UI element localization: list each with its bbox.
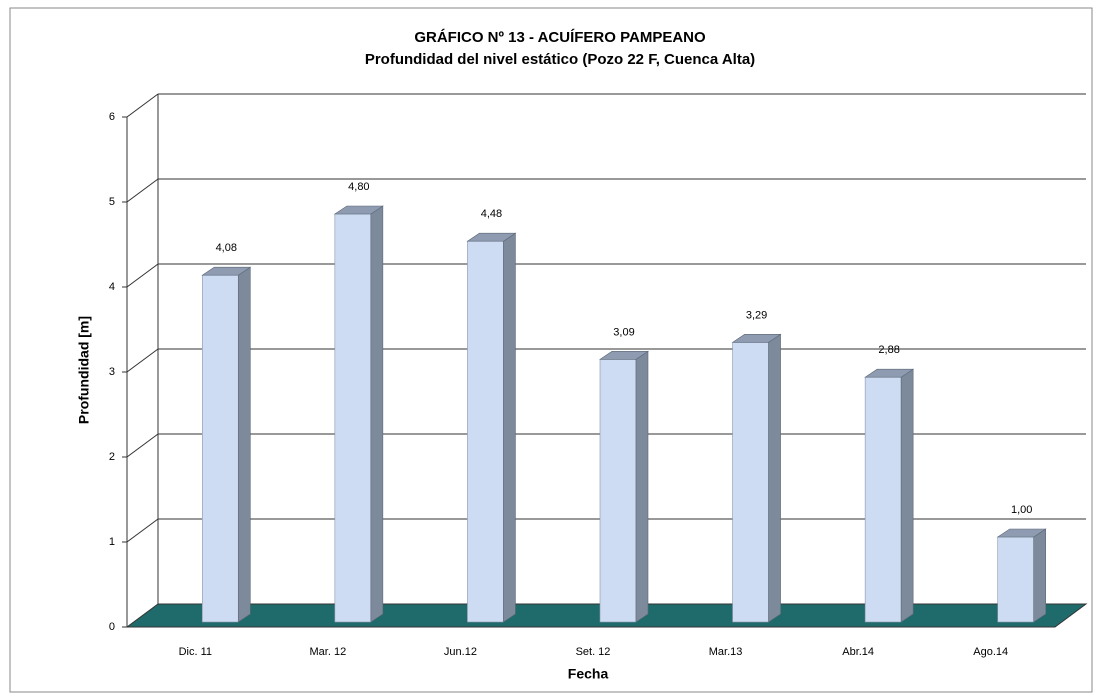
value-label: 3,09	[613, 326, 634, 338]
grid-line-side	[126, 93, 159, 118]
value-label: 4,48	[481, 208, 502, 220]
value-label: 3,29	[746, 309, 767, 321]
x-tick-label: Set. 12	[576, 646, 611, 658]
bar-side	[370, 205, 384, 623]
value-label: 4,08	[216, 242, 237, 254]
x-tick-label: Mar. 12	[310, 646, 347, 658]
bar-top	[996, 528, 1047, 538]
grid-line-side	[126, 518, 159, 543]
bar-side	[768, 333, 781, 623]
bar	[864, 368, 915, 623]
bar-top	[333, 205, 384, 215]
bar-front	[467, 240, 504, 623]
bar	[996, 528, 1047, 623]
chart-title: GRÁFICO Nº 13 - ACUÍFERO PAMPEANO	[414, 29, 706, 46]
bar	[201, 266, 252, 623]
bar-top	[201, 266, 252, 276]
y-tick-label: 6	[109, 111, 115, 123]
bar-side	[635, 350, 649, 623]
y-tick-label: 0	[109, 621, 115, 633]
y-tick-label: 3	[109, 366, 115, 378]
y-tick-label: 1	[109, 536, 115, 548]
value-label: 1,00	[1011, 504, 1032, 516]
y-tick-label: 5	[109, 196, 115, 208]
chart-subtitle: Profundidad del nivel estático (Pozo 22 …	[365, 51, 755, 68]
bar-top	[731, 334, 782, 343]
bar-side	[237, 266, 251, 623]
bar-front	[599, 359, 637, 623]
y-tick-label: 2	[109, 451, 115, 463]
bar-front	[334, 213, 372, 623]
x-tick-label: Dic. 11	[179, 646, 212, 658]
bar-top	[599, 351, 649, 360]
bar-side	[1033, 528, 1047, 623]
grid-line-side	[126, 348, 159, 373]
bar-top	[466, 232, 517, 242]
bar-front	[864, 376, 902, 623]
grid-line-side	[126, 433, 159, 458]
grid-line-side	[126, 263, 159, 288]
x-axis-title: Fecha	[568, 666, 609, 682]
x-tick-label: Ago.14	[973, 646, 1008, 658]
bar	[333, 205, 384, 623]
y-axis-title: Profundidad [m]	[76, 316, 92, 424]
x-tick-label: Mar.13	[709, 646, 743, 658]
bar-front	[732, 342, 769, 623]
x-tick-label: Jun.12	[444, 646, 477, 658]
bar-front	[201, 274, 239, 623]
chart-border	[9, 7, 1093, 693]
bar	[599, 350, 649, 623]
bar-side	[503, 232, 516, 623]
bar-top	[864, 368, 915, 378]
value-label: 4,80	[348, 181, 369, 193]
bar	[466, 232, 517, 623]
grid-line-side	[126, 178, 159, 203]
bar	[731, 333, 782, 623]
y-tick-label: 4	[109, 281, 115, 293]
bar-front	[997, 536, 1035, 623]
value-label: 2,88	[878, 344, 899, 356]
x-tick-label: Abr.14	[842, 646, 874, 658]
bar-side	[900, 368, 914, 623]
